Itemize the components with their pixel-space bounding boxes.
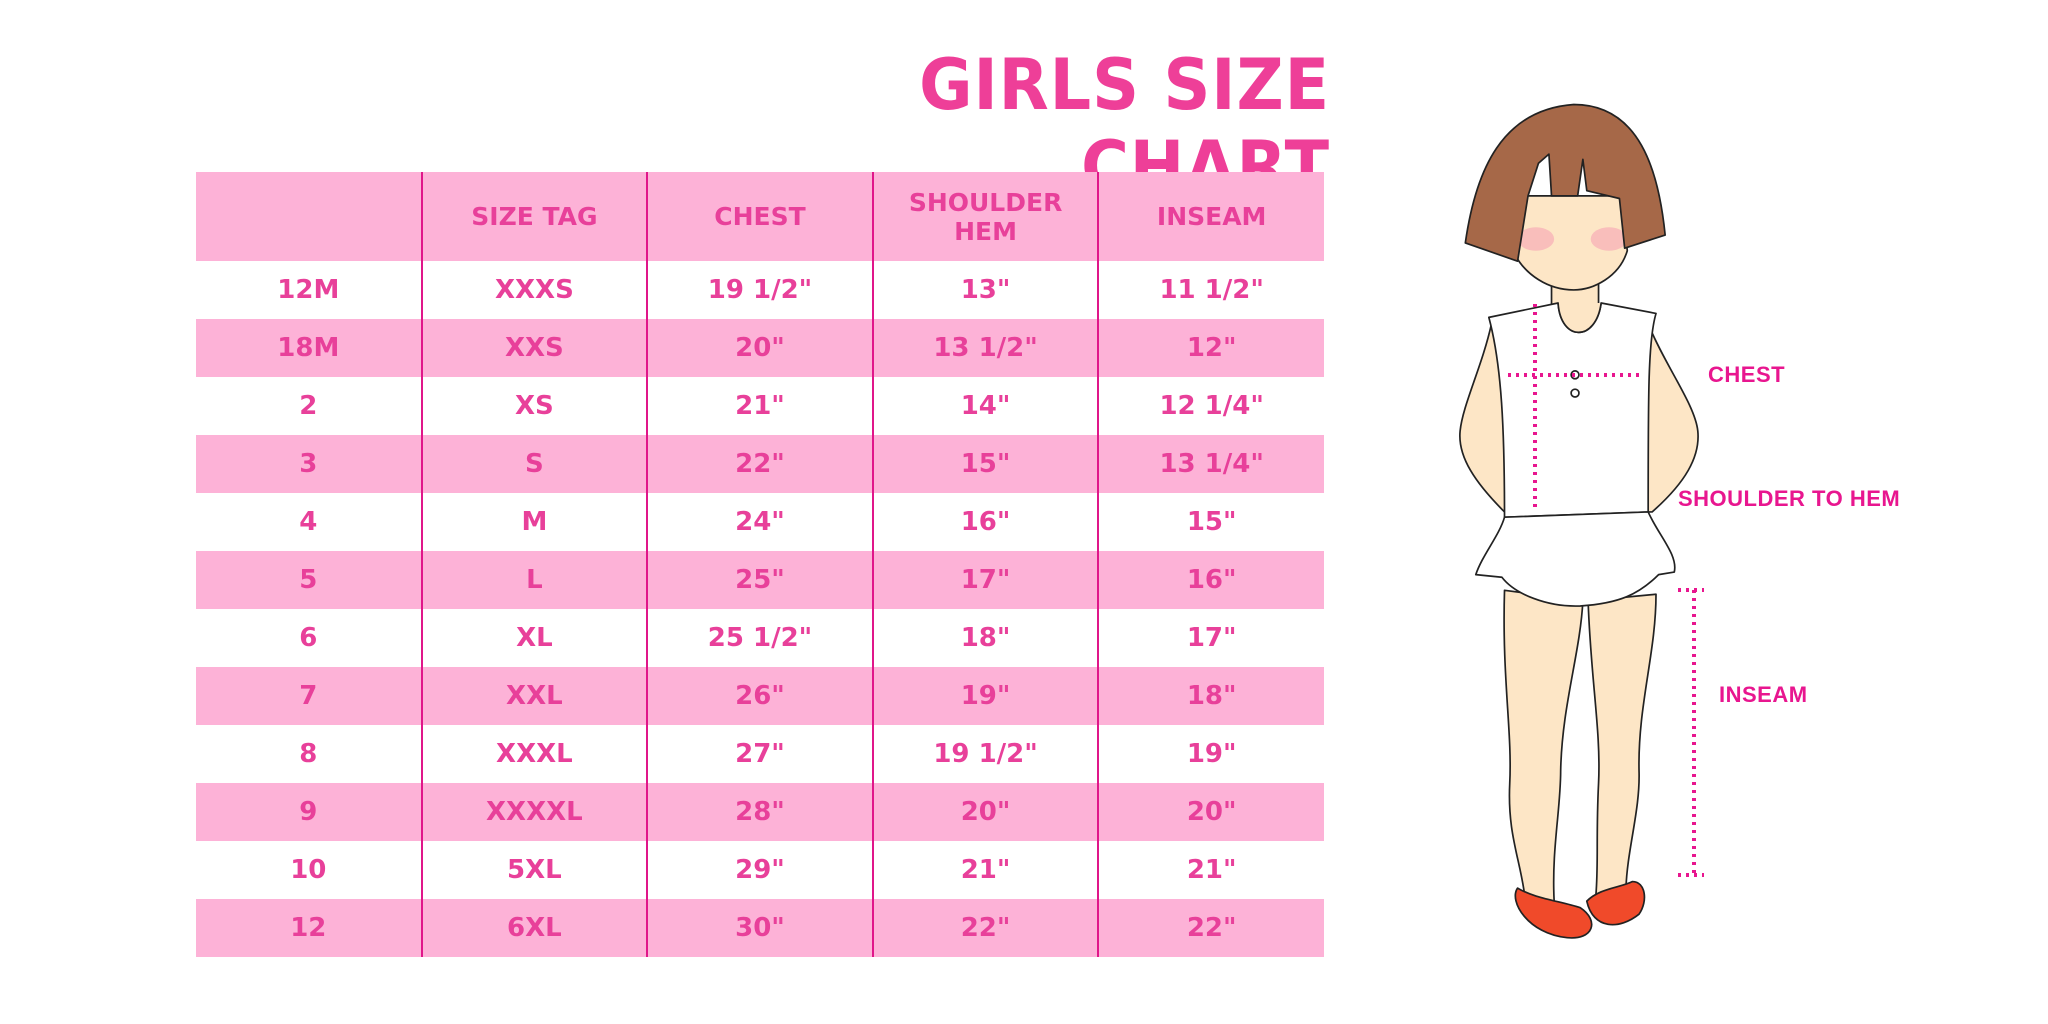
- table-cell: 17": [871, 551, 1099, 609]
- table-cell: 14": [871, 377, 1099, 435]
- table-cell: 11 1/2": [1097, 261, 1324, 319]
- left-arm: [1459, 323, 1514, 513]
- table-cell: 16": [871, 493, 1099, 551]
- table-cell: 26": [646, 667, 873, 725]
- neck: [1550, 266, 1600, 315]
- table-cell: 2: [299, 391, 318, 421]
- column-header: SIZE TAG: [420, 172, 648, 261]
- table-cell: 13 1/2": [871, 319, 1099, 377]
- table-cell: 20": [1097, 783, 1324, 841]
- table-row: 10 5XL 29" 21" 21": [196, 841, 1324, 899]
- right-shoe: [1585, 880, 1646, 926]
- table-cell: XXXL: [420, 725, 648, 783]
- table-cell: 3: [196, 435, 422, 493]
- table-cell: 20": [871, 783, 1099, 841]
- table-cell: 27": [646, 725, 873, 783]
- table-cell: 19 1/2": [871, 725, 1099, 783]
- table-cell: 29": [646, 841, 873, 899]
- table-cell: XL: [420, 609, 648, 667]
- table-cell: 28": [646, 783, 873, 841]
- table-cell: 24": [646, 493, 873, 551]
- table-cell: 21": [646, 377, 873, 435]
- table-cell: 8: [299, 739, 318, 769]
- table-row: 4 M 24" 16" 15": [196, 493, 1324, 551]
- table-cell: XXL: [420, 667, 648, 725]
- table-cell: 15": [871, 435, 1099, 493]
- table-row: 12 6XL 30" 22" 22": [196, 899, 1324, 957]
- shoulder-to-hem-label: SHOULDER TO HEM: [1678, 486, 1901, 511]
- right-leg: [1587, 593, 1657, 896]
- table-cell: 5: [196, 551, 422, 609]
- table-row: 2 XS 21" 14" 12 1/4": [196, 377, 1324, 435]
- table-cell: 30": [646, 899, 873, 957]
- table-cell: 17": [1097, 609, 1324, 667]
- table-cell: XXXS: [420, 261, 648, 319]
- inseam-label: INSEAM: [1719, 682, 1808, 707]
- hair: [1464, 103, 1666, 263]
- table-cell: 19": [871, 667, 1099, 725]
- table-row: 5 L 25" 17" 16": [196, 551, 1324, 609]
- face: [1514, 195, 1629, 291]
- table-cell: 19 1/2": [646, 261, 873, 319]
- table-cell: 21": [871, 841, 1099, 899]
- left-leg: [1503, 589, 1584, 902]
- table-cell: 12": [1097, 319, 1324, 377]
- table-cell: 18M: [196, 319, 422, 377]
- table-cell: 18": [871, 609, 1099, 667]
- table-cell: 21": [1097, 841, 1324, 899]
- table-cell: XS: [420, 377, 648, 435]
- table-cell: S: [420, 435, 648, 493]
- page-title: GIRLS SIZE CHART: [919, 44, 1330, 208]
- table-cell: L: [420, 551, 648, 609]
- chest-label: CHEST: [1708, 362, 1786, 387]
- table-cell: 13 1/4": [1097, 435, 1324, 493]
- column-header: [196, 172, 422, 261]
- right-arm: [1642, 323, 1699, 513]
- table-row: 12M XXXS 19 1/2" 13" 11 1/2": [196, 261, 1324, 319]
- table-row: 3 S 22" 15" 13 1/4": [196, 435, 1324, 493]
- table-header-row: SIZE TAG CHEST SHOULDER HEM INSEAM: [196, 172, 1324, 261]
- column-header: SHOULDER HEM: [871, 172, 1099, 261]
- table-cell: XXXXL: [420, 783, 648, 841]
- table-cell: 16": [1097, 551, 1324, 609]
- size-chart-table: SIZE TAG CHEST SHOULDER HEM INSEAM 12M XX…: [196, 172, 1324, 957]
- table-cell: 22": [646, 435, 873, 493]
- shirt: [1487, 302, 1657, 519]
- table-cell: 20": [646, 319, 873, 377]
- table-cell: 9: [196, 783, 422, 841]
- column-header: CHEST: [646, 172, 873, 261]
- table-cell: 25": [646, 551, 873, 609]
- table-cell: 12M: [277, 275, 340, 305]
- table-cell: 22": [1097, 899, 1324, 957]
- table-cell: 10: [290, 855, 327, 885]
- table-cell: M: [420, 493, 648, 551]
- table-cell: 12: [196, 899, 422, 957]
- table-cell: XXS: [420, 319, 648, 377]
- column-header: INSEAM: [1097, 172, 1324, 261]
- table-cell: 19": [1097, 725, 1324, 783]
- table-row: 6 XL 25 1/2" 18" 17": [196, 609, 1324, 667]
- table-row: 8 XXXL 27" 19 1/2" 19": [196, 725, 1324, 783]
- table-cell: 22": [871, 899, 1099, 957]
- table-cell: 5XL: [420, 841, 648, 899]
- left-shoe: [1514, 887, 1593, 939]
- table-row: 9 XXXXL 28" 20" 20": [196, 783, 1324, 841]
- table-cell: 6: [299, 623, 318, 653]
- table-cell: 7: [196, 667, 422, 725]
- skirt: [1474, 511, 1676, 607]
- table-cell: 25 1/2": [646, 609, 873, 667]
- table-row: 18M XXS 20" 13 1/2" 12": [196, 319, 1324, 377]
- table-cell: 6XL: [420, 899, 648, 957]
- table-cell: 4: [299, 507, 318, 537]
- table-row: 7 XXL 26" 19" 18": [196, 667, 1324, 725]
- table-cell: 15": [1097, 493, 1324, 551]
- table-cell: 18": [1097, 667, 1324, 725]
- table-cell: 12 1/4": [1097, 377, 1324, 435]
- table-cell: 13": [871, 261, 1099, 319]
